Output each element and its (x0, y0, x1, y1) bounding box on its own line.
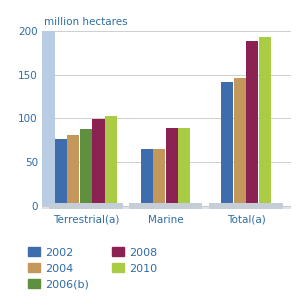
Bar (234, 78, 246, 206)
Bar (49, 203, 123, 209)
Bar (92, 119, 104, 206)
Bar (166, 128, 178, 206)
Bar (40, 31, 55, 206)
Bar (42, 206, 291, 209)
Bar (153, 149, 165, 206)
Text: million hectares: million hectares (44, 17, 128, 27)
Bar (105, 116, 117, 206)
Bar (55, 139, 67, 206)
Bar (141, 149, 153, 206)
Bar (246, 41, 258, 206)
Bar (221, 82, 233, 206)
Legend: 2002, 2004, 2006(b), 2008, 2010: 2002, 2004, 2006(b), 2008, 2010 (28, 247, 158, 290)
Bar (80, 129, 92, 206)
Bar (129, 203, 202, 209)
Bar (259, 37, 271, 206)
Bar (209, 203, 283, 209)
Bar (68, 135, 80, 206)
Bar (178, 128, 190, 206)
